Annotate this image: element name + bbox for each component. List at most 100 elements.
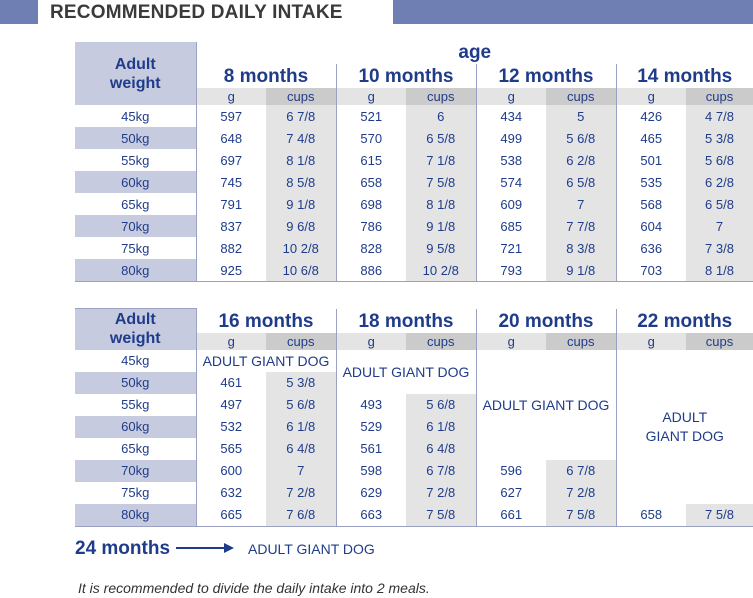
cups-cell: 8 1/8 xyxy=(266,149,336,171)
grams-cell: 538 xyxy=(475,149,546,171)
table-row: 50kg 461 5 3/8 xyxy=(75,371,753,394)
cups-cell: 7 2/8 xyxy=(266,481,336,504)
month-header-8: 8 months xyxy=(223,66,309,87)
header-bar-left xyxy=(0,0,38,24)
weight-cell: 50kg xyxy=(75,371,197,394)
adult-giant-dog-22-line1: ADULT xyxy=(662,408,708,425)
month-header-16: 16 months xyxy=(218,310,314,332)
unit-cups: cups xyxy=(546,332,616,350)
grams-cell: 497 xyxy=(220,397,243,412)
grams-cell: 648 xyxy=(220,130,243,146)
intake-table-2: Adult weight 16 months 18 months 20 mont… xyxy=(75,308,753,527)
table-row: 60kg 532 6 1/8 529 6 1/8 xyxy=(75,415,753,438)
table-row: 75kg 632 7 2/8 629 7 2/8 627 7 2/8 xyxy=(75,481,753,504)
grams-cell: 465 xyxy=(615,127,686,149)
grams-cell: 565 xyxy=(220,441,243,456)
age-header: age xyxy=(458,42,492,63)
unit-g: g xyxy=(196,332,266,350)
grams-cell: 882 xyxy=(220,240,243,256)
weight-cell: 80kg xyxy=(75,503,197,527)
grams-cell: 493 xyxy=(335,393,406,416)
table-row: 65kg 791 9 1/8 698 8 1/8 609 7 568 6 5/8 xyxy=(75,193,753,215)
cups-cell: 9 6/8 xyxy=(266,215,336,237)
cups-cell: 6 4/8 xyxy=(406,437,476,460)
unit-cups: cups xyxy=(406,332,476,350)
cups-cell: 7 xyxy=(686,215,753,237)
cups-cell: 7 5/8 xyxy=(546,503,616,527)
months-24-label: 24 months xyxy=(75,538,171,559)
unit-g: g xyxy=(335,88,406,105)
weight-cell: 65kg xyxy=(75,437,197,460)
cups-cell: 7 7/8 xyxy=(546,215,616,237)
grams-cell: 791 xyxy=(220,196,243,212)
grams-cell: 574 xyxy=(475,171,546,193)
grams-cell: 703 xyxy=(615,259,686,282)
grams-cell: 461 xyxy=(220,375,243,390)
table-row: 65kg 565 6 4/8 561 6 4/8 xyxy=(75,437,753,460)
table-row: 70kg 600 7 598 6 7/8 596 6 7/8 xyxy=(75,459,753,482)
cups-cell: 5 3/8 xyxy=(686,127,753,149)
cups-cell: 6 1/8 xyxy=(266,415,336,438)
cups-cell: 9 5/8 xyxy=(406,237,476,259)
unit-g: g xyxy=(615,88,686,105)
month-header-12: 12 months xyxy=(475,64,616,88)
adult-weight-header: Adult weight xyxy=(75,42,197,105)
cups-cell: 8 1/8 xyxy=(406,193,476,215)
cups-cell: 7 4/8 xyxy=(266,127,336,149)
arrow-right-icon xyxy=(176,547,226,549)
grams-cell: 561 xyxy=(335,437,406,460)
table-row: 55kg 497 5 6/8 493 5 6/8 xyxy=(75,393,753,416)
arrowhead-icon xyxy=(224,543,234,553)
grams-cell: 627 xyxy=(475,481,546,504)
weight-cell: 75kg xyxy=(75,481,197,504)
table-row: 75kg 882 10 2/8 828 9 5/8 721 8 3/8 636 7 3/8 xyxy=(75,237,753,259)
cups-cell: 6 5/8 xyxy=(406,127,476,149)
grams-cell: 501 xyxy=(615,149,686,171)
grams-cell: 786 xyxy=(335,215,406,237)
unit-cups: cups xyxy=(406,88,476,105)
grams-cell: 609 xyxy=(475,193,546,215)
weight-cell: 45kg xyxy=(75,105,197,127)
cups-cell: 7 xyxy=(266,459,336,482)
table-row: 50kg 648 7 4/8 570 6 5/8 499 5 6/8 465 5 3/8 xyxy=(75,127,753,149)
grams-cell: 521 xyxy=(335,105,406,127)
grams-cell: 535 xyxy=(615,171,686,193)
grams-cell: 596 xyxy=(475,459,546,482)
grams-cell: 745 xyxy=(220,174,243,190)
grams-cell: 663 xyxy=(335,503,406,527)
weight-label-line2: weight xyxy=(109,330,161,348)
grams-cell: 604 xyxy=(615,215,686,237)
grams-cell: 665 xyxy=(196,503,266,527)
grams-cell: 685 xyxy=(475,215,546,237)
adult-weight-header: Adult weight xyxy=(75,308,197,350)
cups-cell: 7 5/8 xyxy=(406,503,476,527)
grams-cell: 499 xyxy=(475,127,546,149)
weight-cell: 50kg xyxy=(75,127,197,149)
grams-cell: 570 xyxy=(335,127,406,149)
cups-cell: 4 7/8 xyxy=(686,105,753,127)
grams-cell: 925 xyxy=(196,259,266,282)
unit-g: g xyxy=(475,88,546,105)
header-bar-right xyxy=(393,0,753,24)
table-row: 60kg 745 8 5/8 658 7 5/8 574 6 5/8 535 6 2/8 xyxy=(75,171,753,193)
grams-cell: 529 xyxy=(335,415,406,438)
unit-g: g xyxy=(196,88,266,105)
adult-giant-dog-16: ADULT GIANT DOG xyxy=(196,349,337,372)
table-row: 45kg ADULT GIANT DOG ADULT GIANT DOG ADULT … xyxy=(75,349,753,504)
adult-giant-dog-22-line2: GIANT DOG xyxy=(645,427,724,444)
grams-cell: 697 xyxy=(220,152,243,168)
cups-cell: 5 6/8 xyxy=(266,393,336,416)
grams-cell: 568 xyxy=(615,193,686,215)
weight-cell: 70kg xyxy=(75,459,197,482)
weight-cell: 80kg xyxy=(75,259,197,282)
cups-cell: 6 2/8 xyxy=(546,149,616,171)
weight-label-line1: Adult xyxy=(114,311,156,329)
table-row: 70kg 837 9 6/8 786 9 1/8 685 7 7/8 604 7 xyxy=(75,215,753,237)
cups-cell: 7 5/8 xyxy=(406,171,476,193)
grams-cell: 636 xyxy=(615,237,686,259)
cups-cell: 6 5/8 xyxy=(546,171,616,193)
table-row: 80kg 665 7 6/8 663 7 5/8 661 7 5/8 658 7 5/8 xyxy=(75,503,753,527)
weight-label-line1: Adult xyxy=(114,55,156,73)
weight-cell: 60kg xyxy=(75,415,197,438)
unit-cups: cups xyxy=(266,332,336,350)
